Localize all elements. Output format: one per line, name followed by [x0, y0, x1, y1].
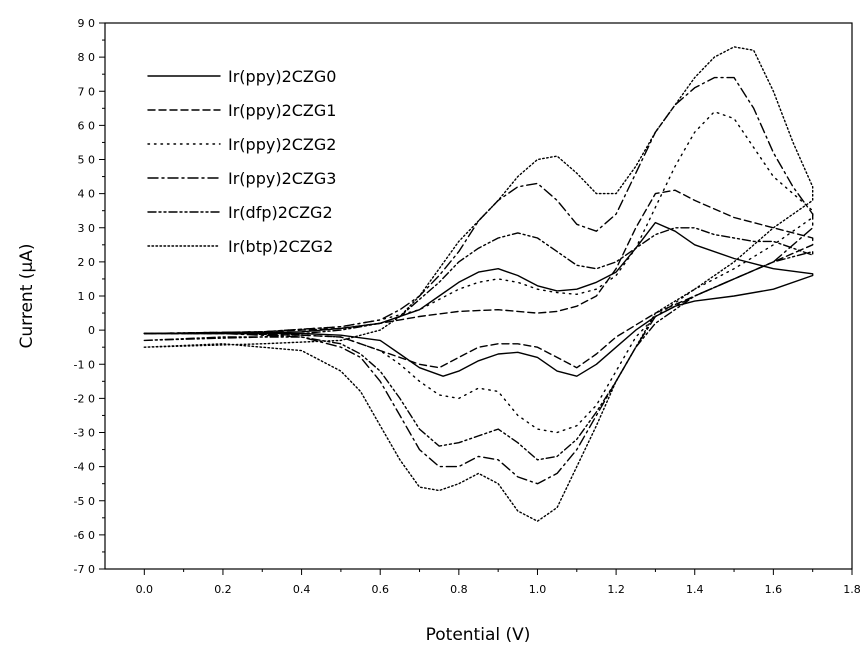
legend-label: Ir(ppy)2CZG1 — [228, 101, 336, 120]
y-tick-label: 1 0 — [78, 290, 96, 303]
series-line-6 — [143, 46, 814, 522]
y-tick-label: 4 0 — [78, 188, 96, 201]
x-tick-label: 1.6 — [765, 583, 783, 596]
series-line-2 — [143, 189, 814, 369]
x-tick-label: 0.0 — [136, 583, 154, 596]
legend-label: Ir(ppy)2CZG0 — [228, 67, 336, 86]
series-line-5 — [143, 227, 814, 461]
x-axis: 0.0 0.2 0.4 0.6 0.8 1.0 1.2 1.4 1.6 1.8 — [136, 569, 861, 596]
x-tick-label: 1.4 — [686, 583, 704, 596]
x-tick-label: 1.8 — [843, 583, 861, 596]
y-tick-label: 5 0 — [78, 154, 96, 167]
series-layer — [143, 46, 814, 522]
y-tick-label: -5 0 — [74, 495, 95, 508]
y-tick-label: -1 0 — [74, 358, 95, 371]
legend-label: Ir(ppy)2CZG2 — [228, 135, 336, 154]
y-tick-label: 3 0 — [78, 222, 96, 235]
x-tick-label: 0.4 — [293, 583, 311, 596]
x-tick-label: 0.6 — [371, 583, 389, 596]
y-tick-label: -2 0 — [74, 392, 95, 405]
legend-label: Ir(dfp)2CZG2 — [228, 203, 333, 222]
x-tick-label: 0.2 — [214, 583, 232, 596]
y-tick-label: -6 0 — [74, 529, 95, 542]
y-tick-label: 0 — [88, 324, 95, 337]
series-line-1 — [143, 221, 814, 377]
x-tick-label: 0.8 — [450, 583, 468, 596]
y-tick-label: 6 0 — [78, 119, 96, 132]
x-axis-title: Potential (V) — [426, 625, 531, 645]
y-tick-label: -7 0 — [74, 563, 95, 576]
y-tick-label: -3 0 — [74, 427, 95, 440]
y-tick-label: 8 0 — [78, 51, 96, 64]
legend-label: Ir(ppy)2CZG3 — [228, 169, 336, 188]
y-tick-label: 2 0 — [78, 256, 96, 269]
legend: Ir(ppy)2CZG0 Ir(ppy)2CZG1 Ir(ppy)2CZG2 Ir(p… — [147, 67, 336, 256]
x-tick-label: 1.0 — [529, 583, 547, 596]
legend-label: Ir(btp)2CZG2 — [228, 237, 333, 256]
y-tick-label: -4 0 — [74, 461, 95, 474]
y-axis-title: Current (μA) — [17, 244, 37, 349]
y-tick-label: 7 0 — [78, 85, 96, 98]
y-tick-label: 9 0 — [78, 17, 96, 30]
y-axis: -7 0 -6 0 -5 0 -4 0 -3 0 -2 0 -1 0 0 1 0 2 0 3 0 4 … — [74, 17, 105, 576]
x-tick-label: 1.2 — [607, 583, 625, 596]
